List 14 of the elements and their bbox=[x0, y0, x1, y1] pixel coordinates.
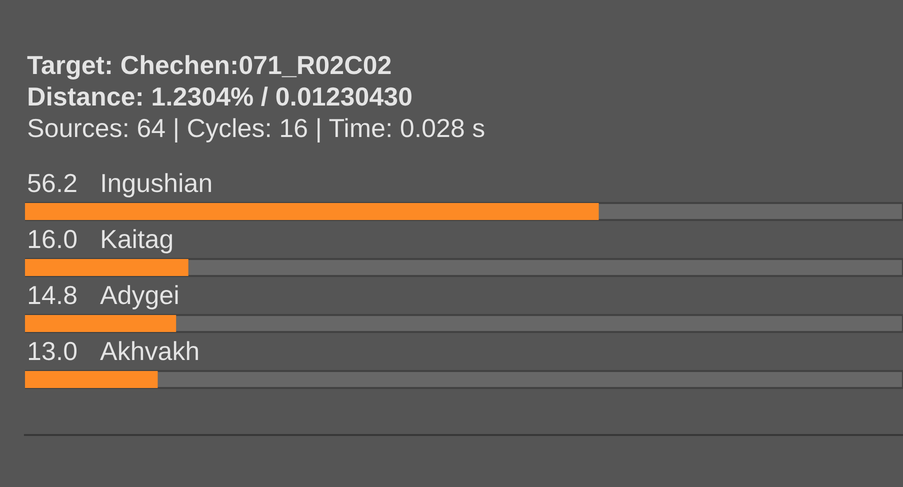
data-label: 16.0 bbox=[28, 230, 77, 248]
data-label: 14.8 bbox=[28, 286, 76, 304]
data-label: 13.0 bbox=[28, 342, 77, 360]
source-note: Sources: 64 | Cycles: 16 | Time: 0.028 s bbox=[28, 118, 484, 143]
bar bbox=[25, 315, 176, 332]
chart-subtitle: Distance: 1.2304% / 0.01230430 bbox=[28, 86, 412, 106]
y-tick-label: Ingushian bbox=[102, 173, 211, 198]
bar bbox=[25, 371, 158, 388]
y-tick-label: Akhvakh bbox=[100, 341, 198, 360]
data-label: 56.2 bbox=[28, 174, 76, 192]
y-tick-label: Adygei bbox=[100, 285, 178, 310]
bar bbox=[25, 259, 188, 276]
chart-title: Target: Chechen:071_R02C02 bbox=[27, 55, 391, 80]
y-tick-label: Kaitag bbox=[102, 229, 172, 254]
